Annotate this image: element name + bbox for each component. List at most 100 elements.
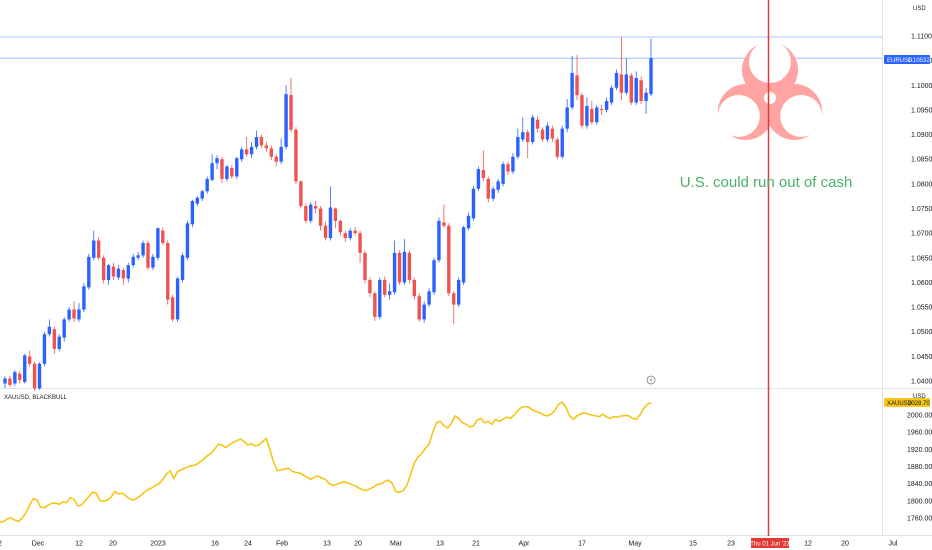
x-tick-label: 21 xyxy=(472,541,480,548)
candle xyxy=(486,176,490,203)
candle xyxy=(205,176,209,194)
x-tick-label: Jul xyxy=(889,541,898,548)
annotation-text: U.S. could run out of cash xyxy=(680,174,853,191)
candle xyxy=(526,129,530,159)
candle xyxy=(309,202,313,224)
candle xyxy=(47,319,52,337)
x-tick-label: 12 xyxy=(75,541,83,548)
candle xyxy=(42,331,47,367)
y-tick-label: 2000.00 xyxy=(907,413,932,420)
candle xyxy=(353,227,357,236)
candle xyxy=(170,294,175,322)
candle xyxy=(422,301,426,323)
xauusd-price-tag[interactable]: XAUUSD 2028.70 xyxy=(884,398,930,407)
candle xyxy=(274,154,278,167)
y-tick-label: 1840.00 xyxy=(907,481,932,488)
candle xyxy=(560,125,564,160)
x-tick-label: Thu 01 Jun '23 xyxy=(750,542,790,548)
candle xyxy=(67,307,71,322)
candle xyxy=(23,353,27,384)
lightning-icon[interactable] xyxy=(646,375,656,385)
candle xyxy=(634,71,638,105)
candle xyxy=(225,165,229,182)
candle xyxy=(614,69,619,91)
candle xyxy=(565,99,569,133)
candle xyxy=(506,161,510,175)
candle xyxy=(259,134,264,149)
y-tick-label: 1880.00 xyxy=(907,464,932,471)
x-tick-label: Mar xyxy=(390,541,403,548)
candle xyxy=(407,250,412,284)
y-tick-label: 1760.00 xyxy=(907,516,932,523)
candle xyxy=(156,227,160,261)
candle xyxy=(461,225,466,285)
candle xyxy=(190,199,195,228)
xauusd-tag-symbol: XAUUSD xyxy=(887,401,913,407)
candle xyxy=(491,186,495,202)
candle xyxy=(550,125,555,142)
candle xyxy=(338,219,343,236)
candle xyxy=(269,145,273,161)
candle xyxy=(57,334,61,352)
candle xyxy=(530,114,535,145)
candle xyxy=(166,240,170,305)
y-tick-label: 1.05000 xyxy=(911,329,932,336)
candle xyxy=(466,212,471,231)
candle xyxy=(77,303,81,322)
candle xyxy=(629,72,633,105)
candle xyxy=(264,141,269,152)
x-tick-label: 16 xyxy=(211,541,219,548)
candle xyxy=(27,350,32,367)
candle xyxy=(175,276,180,322)
candle xyxy=(52,326,57,354)
candle xyxy=(284,85,288,150)
candle xyxy=(545,122,550,142)
candle xyxy=(249,141,254,159)
x-tick-label: 20 xyxy=(109,541,117,548)
candle xyxy=(397,250,402,285)
candle xyxy=(92,230,96,261)
candle xyxy=(452,291,456,325)
candle xyxy=(235,156,239,179)
candle xyxy=(516,128,520,160)
candle xyxy=(511,153,515,174)
x-tick-label: Apr xyxy=(519,541,531,548)
biohazard-icon xyxy=(717,41,823,140)
candle xyxy=(32,361,37,391)
time-axis: 2Dec122020231624Feb1320Mar1321Apr17May15… xyxy=(0,538,898,548)
y-tick-label: 1.04000 xyxy=(911,379,932,386)
candle xyxy=(62,316,66,342)
candle xyxy=(313,201,318,214)
candle xyxy=(402,239,407,285)
candlestick-series xyxy=(3,36,653,391)
candle xyxy=(299,179,303,209)
candle xyxy=(230,165,234,179)
candle xyxy=(392,240,397,295)
candle xyxy=(437,217,441,263)
candle xyxy=(200,189,204,202)
candle xyxy=(412,277,416,300)
candle xyxy=(575,54,579,101)
candle xyxy=(481,150,486,182)
x-tick-label: 23 xyxy=(727,541,735,548)
candle xyxy=(318,206,323,231)
x-tick-label: 12 xyxy=(804,541,812,548)
candle xyxy=(304,203,308,224)
candle xyxy=(585,97,589,129)
top-currency-label: USD xyxy=(913,6,926,12)
candle xyxy=(383,276,387,298)
candle xyxy=(417,293,421,322)
candle xyxy=(456,277,461,308)
x-tick-label: 15 xyxy=(689,541,697,548)
candle xyxy=(595,105,599,125)
y-tick-label: 1.09500 xyxy=(911,107,932,114)
eurusd-price-tag[interactable]: EURUSD 1.10532 xyxy=(884,55,930,64)
candle xyxy=(639,76,643,105)
candle xyxy=(373,291,377,321)
candle xyxy=(210,154,214,182)
candle xyxy=(161,227,165,246)
candle xyxy=(279,138,283,165)
candle xyxy=(363,250,367,284)
y-tick-label: 1.09000 xyxy=(911,132,932,139)
